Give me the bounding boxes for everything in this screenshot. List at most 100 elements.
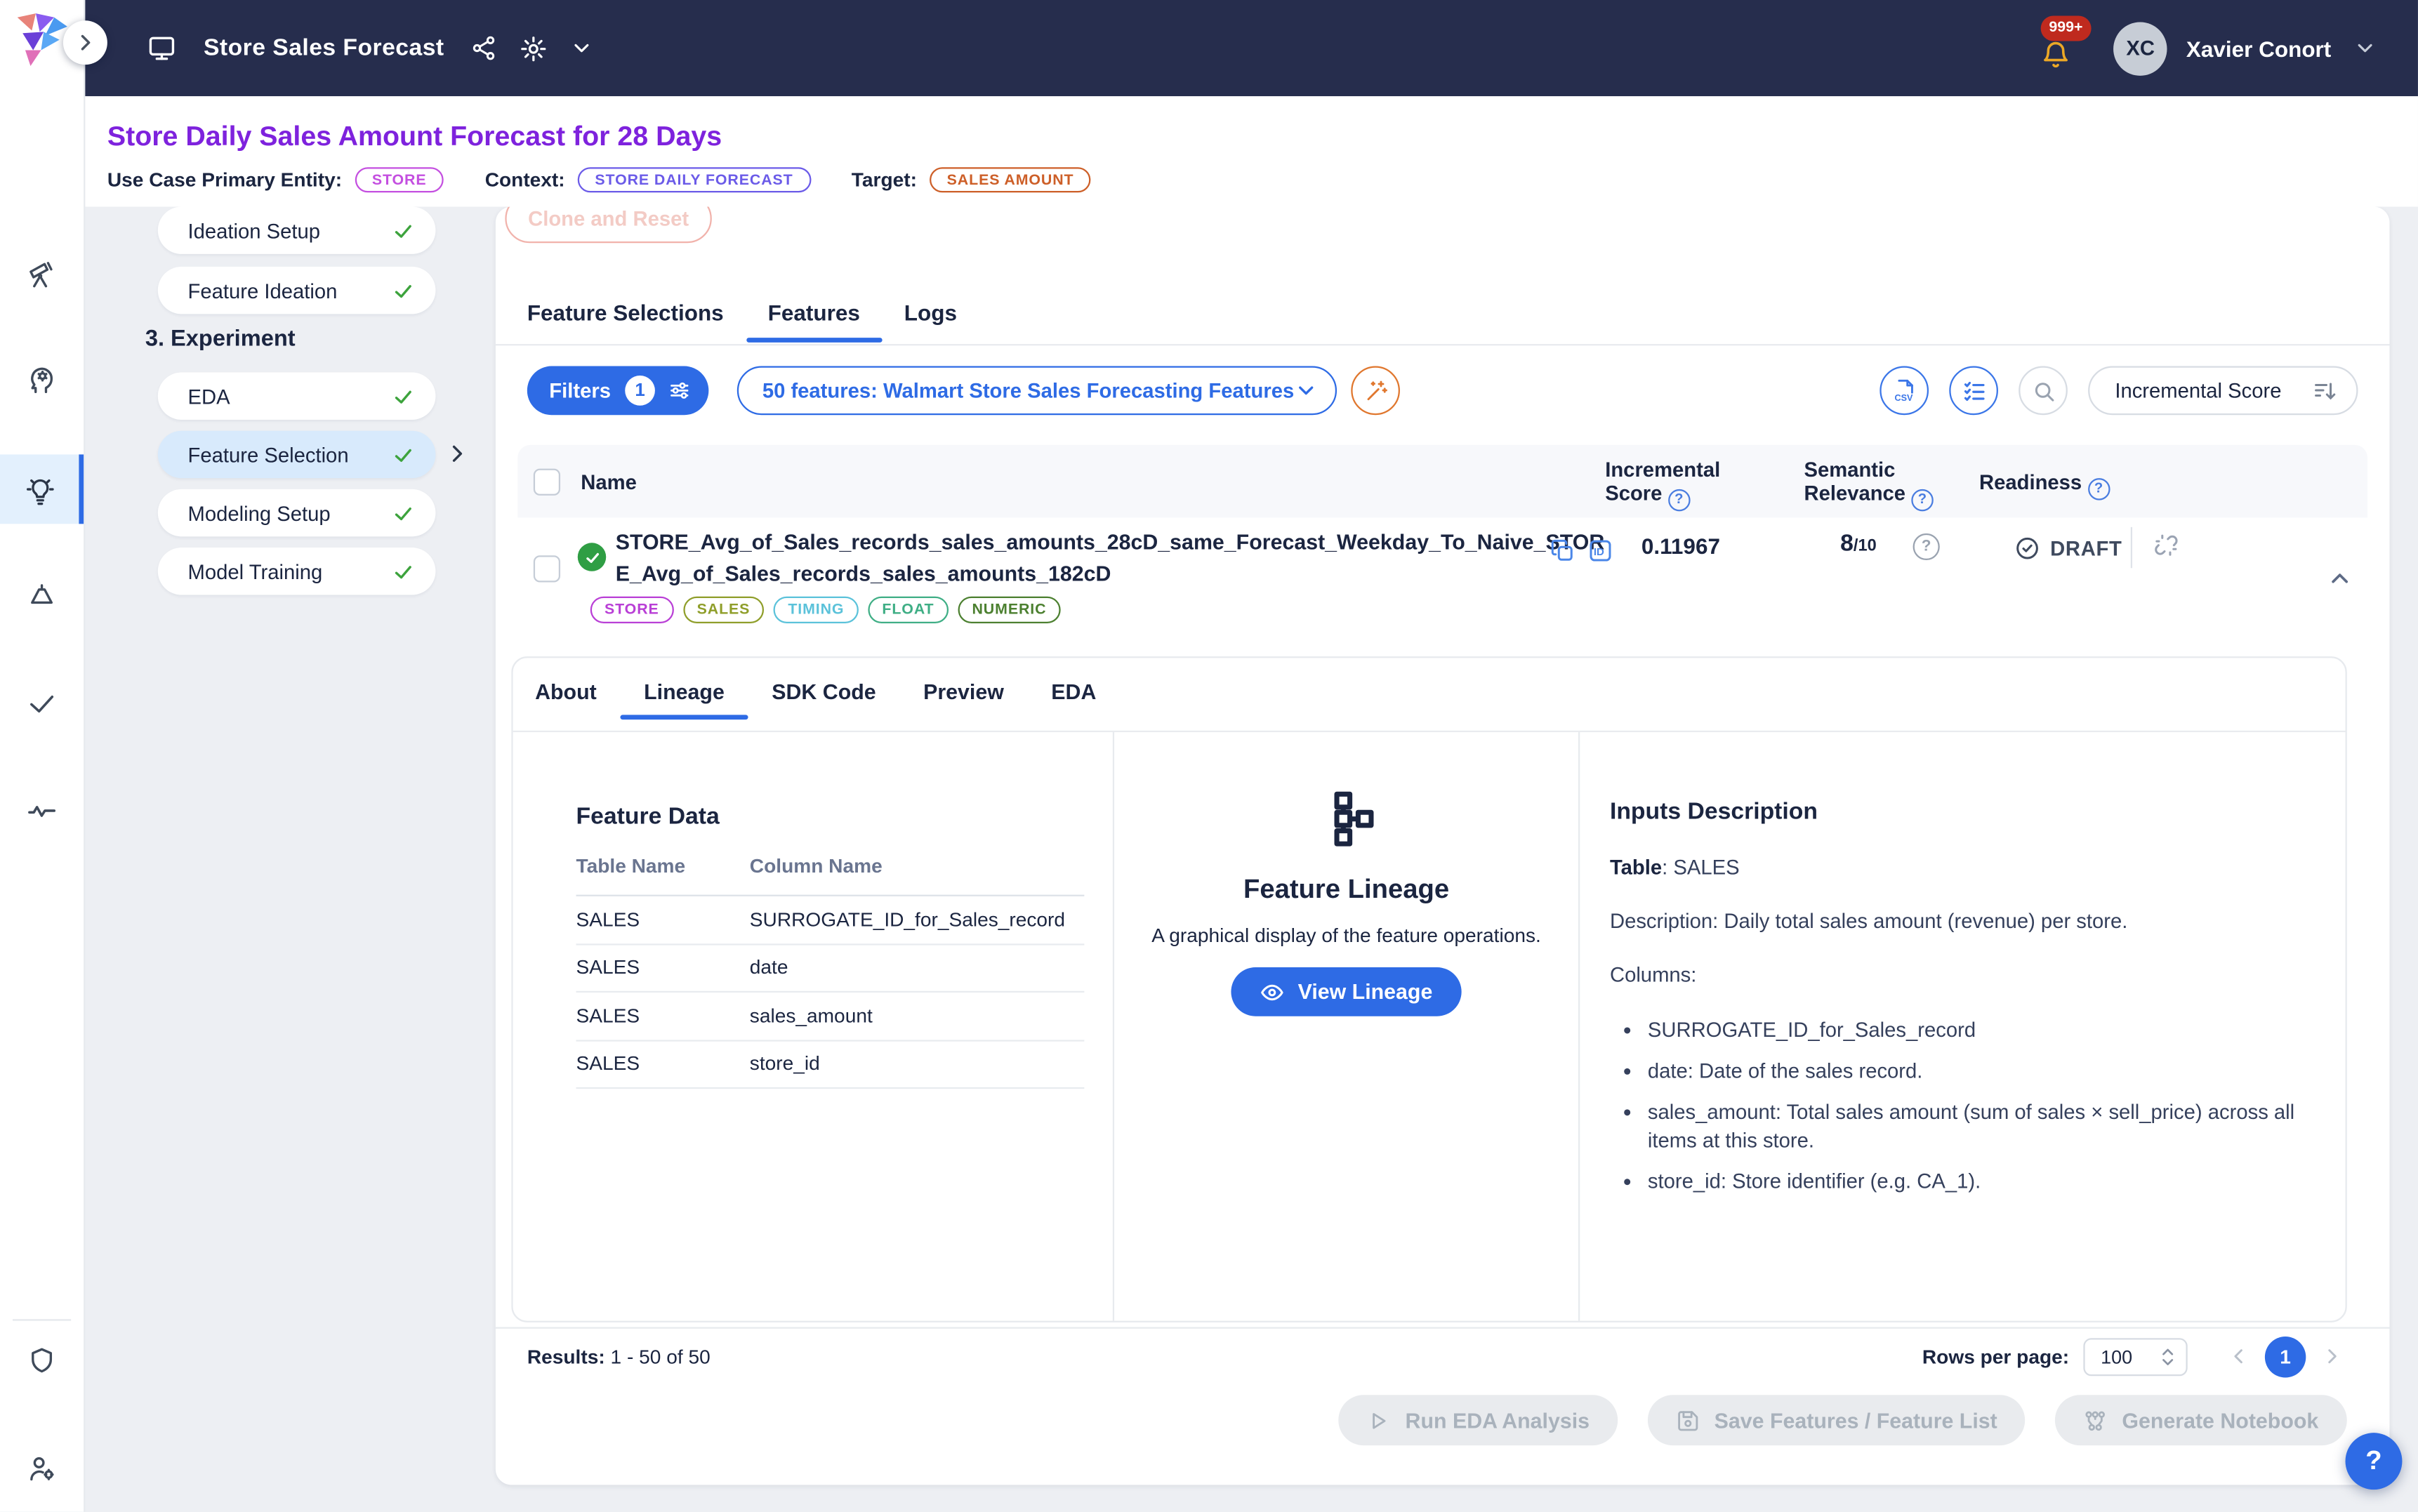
tag-entity: STORE (590, 596, 673, 623)
unlink-icon[interactable] (2153, 532, 2179, 559)
search-button[interactable] (2019, 366, 2068, 416)
sidebar-item-catalog[interactable] (0, 1329, 84, 1392)
feature-data-table: Table Name Column Name SALES SURROGATE_I… (576, 855, 1085, 1089)
sidebar-item-validation[interactable] (0, 668, 84, 737)
filters-label: Filters (549, 378, 612, 403)
nav-item-feature-selection[interactable]: Feature Selection (157, 430, 436, 479)
avatar[interactable]: XC (2113, 21, 2167, 75)
gear-icon[interactable] (520, 34, 548, 62)
previous-page-chevron-icon[interactable] (2228, 1346, 2249, 1367)
tab-logs[interactable]: Logs (904, 300, 957, 326)
check-icon (392, 384, 416, 408)
filters-button[interactable]: Filters 1 (527, 366, 709, 416)
select-all-checkbox[interactable] (533, 468, 561, 496)
sidebar-item-user-settings[interactable] (0, 1436, 84, 1499)
list-item: date: Date of the sales record. (1648, 1057, 2311, 1085)
table-row: SALES SURROGATE_ID_for_Sales_record (576, 896, 1085, 945)
tab-feature-selections[interactable]: Feature Selections (527, 300, 724, 326)
collapse-row-chevron-up-icon[interactable] (2327, 565, 2353, 592)
checklist-icon (1961, 378, 1986, 403)
nav-expand-chevron-icon[interactable] (445, 442, 469, 465)
main-tabs: Feature Selections Features Logs (527, 300, 957, 343)
featurebyte-logo[interactable] (9, 9, 72, 72)
relevance-help-icon[interactable]: ? (1912, 533, 1940, 561)
detail-tab-lineage[interactable]: Lineage (620, 679, 748, 720)
magic-wand-button[interactable] (1351, 366, 1401, 416)
sidebar-item-monitoring[interactable] (0, 775, 84, 844)
meta-label-primary-entity: Use Case Primary Entity: (107, 168, 343, 192)
incremental-score-value: 0.11967 (1641, 533, 1720, 559)
share-icon[interactable] (471, 34, 498, 61)
feature-list-dropdown[interactable]: 50 features: Walmart Store Sales Forecas… (736, 366, 1337, 416)
tag-timing: TIMING (774, 596, 859, 623)
detail-tab-eda[interactable]: EDA (1051, 679, 1097, 704)
sidebar-collapse-button[interactable] (62, 20, 107, 65)
detail-tab-preview[interactable]: Preview (923, 679, 1004, 704)
search-icon (2030, 378, 2056, 403)
help-button[interactable]: ? (2345, 1433, 2403, 1490)
detail-tab-sdk-code[interactable]: SDK Code (772, 679, 876, 704)
tab-features[interactable]: Features (745, 300, 883, 343)
next-page-chevron-icon[interactable] (2322, 1346, 2342, 1367)
nav-section-experiment: 3. Experiment (145, 326, 296, 352)
sidebar-item-experiment[interactable] (0, 454, 84, 524)
nav-item-modeling-setup[interactable]: Modeling Setup (157, 489, 436, 537)
user-menu-chevron-icon[interactable] (2353, 37, 2377, 60)
detail-tab-about[interactable]: About (535, 679, 597, 704)
help-icon[interactable]: ? (1911, 488, 1934, 511)
help-icon[interactable]: ? (2087, 477, 2110, 500)
context-badge[interactable]: STORE DAILY FORECAST (577, 167, 811, 193)
meta-label-context: Context: (484, 168, 565, 192)
notifications-button[interactable]: 999+ (2038, 15, 2092, 81)
sidebar-item-ideation[interactable] (0, 344, 84, 413)
sidebar-divider (12, 1319, 72, 1321)
sidebar-item-exploration[interactable] (0, 238, 84, 307)
select-columns-button[interactable] (1949, 366, 1998, 416)
feature-status-check-icon (577, 543, 607, 571)
column-header-name[interactable]: Name (581, 470, 637, 494)
nav-item-eda[interactable]: EDA (157, 372, 436, 420)
nav-item-label: Modeling Setup (187, 500, 331, 525)
column-header-semantic-relevance[interactable]: Semantic Relevance ? (1804, 458, 1939, 511)
copy-id-icon[interactable]: ID (1587, 538, 1613, 564)
column-header-incremental-score[interactable]: Incremental Score ? (1605, 458, 1740, 511)
feature-detail-panel: About Lineage SDK Code Preview EDA Featu… (511, 656, 2347, 1322)
bell-icon (2041, 39, 2071, 69)
target-badge[interactable]: SALES AMOUNT (929, 167, 1092, 193)
clone-and-reset-button[interactable]: Clone and Reset (505, 206, 712, 244)
row-checkbox[interactable] (533, 555, 561, 583)
semantic-relevance-value: 8/10 (1840, 530, 1877, 558)
view-lineage-button[interactable]: View Lineage (1231, 967, 1461, 1016)
pagination-controls: Rows per page: 100 1 (1922, 1335, 2358, 1377)
rows-per-page-select[interactable]: 100 (2083, 1337, 2188, 1376)
nav-item-model-training[interactable]: Model Training (157, 548, 436, 595)
cell-table-name: SALES (576, 1052, 640, 1075)
save-icon (1677, 1408, 1700, 1432)
column-header-readiness[interactable]: Readiness ? (1979, 470, 2110, 500)
generate-notebook-button[interactable]: Generate Notebook (2055, 1395, 2347, 1446)
sort-dropdown[interactable]: Incremental Score (2088, 366, 2358, 416)
nav-item-ideation-setup[interactable]: Ideation Setup (157, 206, 436, 254)
page-number-button[interactable]: 1 (2264, 1335, 2306, 1377)
telescope-icon (25, 256, 58, 289)
save-features-button[interactable]: Save Features / Feature List (1648, 1395, 2026, 1446)
cell-column-name: sales_amount (749, 1004, 873, 1027)
feature-data-col-table: Table Name (576, 855, 686, 877)
features-card: Clone and Reset Feature Selections Featu… (495, 206, 2390, 1485)
sort-label: Incremental Score (2115, 378, 2282, 403)
primary-entity-badge[interactable]: STORE (355, 167, 444, 193)
svg-text:ID: ID (1594, 546, 1604, 558)
run-eda-analysis-button[interactable]: Run EDA Analysis (1339, 1395, 1618, 1446)
nav-item-feature-ideation[interactable]: Feature Ideation (157, 266, 436, 314)
feature-lineage-section: Feature Lineage A graphical display of t… (1112, 732, 1580, 1321)
help-icon[interactable]: ? (1667, 488, 1691, 511)
activity-icon (25, 793, 58, 826)
feature-row[interactable]: STORE_Avg_of_Sales_records_sales_amounts… (517, 517, 2367, 656)
workspace-chevron-down-icon[interactable] (570, 37, 594, 60)
feature-list-label: 50 features: Walmart Store Sales Forecas… (762, 378, 1295, 403)
inputs-table-line: Table: SALES (1610, 855, 2311, 879)
sidebar-item-modeling[interactable] (0, 560, 84, 630)
copy-icon[interactable] (1550, 538, 1575, 564)
detail-tabs-divider (513, 730, 2346, 733)
export-csv-button[interactable]: CSV (1879, 366, 1929, 416)
